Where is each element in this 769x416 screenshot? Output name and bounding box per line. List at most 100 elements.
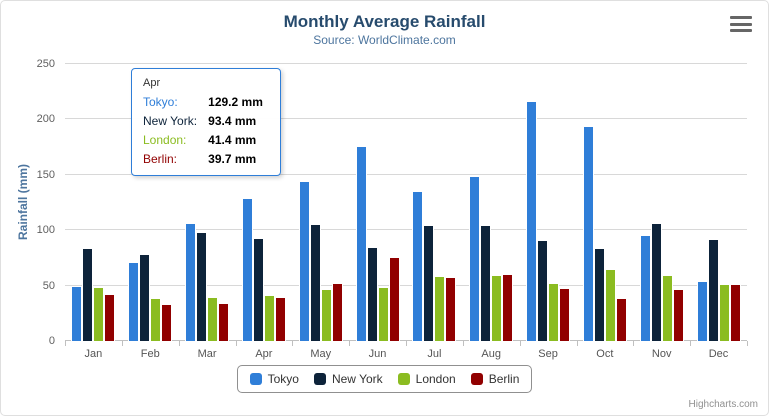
bar-london-aug[interactable] [491, 274, 503, 341]
bar-berlin-mar[interactable] [218, 302, 230, 341]
bar-london-jun[interactable] [377, 287, 389, 341]
legend-item-london[interactable]: London [397, 372, 456, 386]
x-axis-tick [65, 341, 66, 346]
y-axis-label-50: 50 [42, 279, 55, 292]
bar-tokyo-jan[interactable] [71, 285, 83, 341]
x-axis-label-feb: Feb [140, 348, 160, 360]
bar-london-may[interactable] [320, 288, 332, 341]
bar-london-nov[interactable] [661, 275, 673, 341]
bar-tokyo-jul[interactable] [412, 190, 424, 341]
tooltip-series-value: 93.4 mm [208, 114, 257, 128]
x-axis-label-dec: Dec [708, 348, 729, 360]
gridline-250 [65, 63, 747, 64]
bar-tokyo-oct[interactable] [582, 125, 594, 341]
legend-swatch [470, 373, 483, 385]
gridline-100 [65, 229, 747, 231]
legend-label: Tokyo [267, 372, 299, 386]
highcharts-credit-link[interactable]: Highcharts.com [688, 399, 758, 410]
bar-group-apr [235, 64, 292, 341]
legend-wrap: Tokyo New York London Berlin [1, 365, 768, 393]
bar-tokyo-may[interactable] [298, 181, 310, 341]
bar-berlin-jul[interactable] [445, 277, 457, 341]
bar-berlin-aug[interactable] [502, 274, 514, 341]
bar-new-york-feb[interactable] [139, 253, 151, 341]
gridline-150 [65, 173, 747, 175]
x-axis-ticks [65, 341, 748, 346]
x-axis-line [65, 340, 747, 341]
bar-group-jan [65, 64, 122, 341]
bar-london-apr[interactable] [263, 295, 275, 341]
bar-group-sep [520, 64, 577, 341]
bar-new-york-aug[interactable] [480, 225, 492, 341]
export-menu-button[interactable] [730, 16, 752, 32]
tooltip-series-value: 41.4 mm [208, 133, 257, 147]
x-axis-label-may: May [310, 348, 332, 360]
bar-london-mar[interactable] [207, 297, 219, 341]
bar-new-york-mar[interactable] [196, 231, 208, 341]
bar-new-york-jun[interactable] [366, 247, 378, 341]
x-axis-label-sep: Sep [538, 348, 558, 360]
x-axis-tick [121, 341, 123, 346]
bar-tokyo-feb[interactable] [128, 261, 140, 341]
y-axis-label-250: 250 [36, 58, 55, 70]
x-axis-label-jan: Jan [84, 348, 103, 360]
bar-berlin-sep[interactable] [559, 288, 571, 341]
x-axis-tick [633, 341, 635, 346]
legend-swatch [397, 373, 410, 385]
x-axis-tick [519, 341, 521, 346]
bar-berlin-jun[interactable] [388, 257, 400, 341]
bar-london-jan[interactable] [93, 286, 105, 341]
bar-new-york-jan[interactable] [82, 248, 94, 341]
bar-new-york-dec[interactable] [707, 238, 719, 341]
tooltip-series-label: Tokyo: [143, 95, 178, 109]
bar-london-jul[interactable] [434, 275, 446, 341]
bar-new-york-may[interactable] [309, 223, 321, 341]
x-axis-tick [235, 341, 237, 346]
bar-berlin-oct[interactable] [615, 297, 627, 341]
bar-new-york-apr[interactable] [252, 237, 264, 341]
hamburger-icon [730, 16, 752, 19]
bar-london-sep[interactable] [548, 282, 560, 341]
bar-berlin-apr[interactable] [274, 297, 286, 341]
y-axis-label-200: 200 [36, 113, 55, 126]
legend-item-berlin[interactable]: Berlin [470, 372, 520, 386]
bar-tokyo-dec[interactable] [696, 280, 708, 341]
bar-tokyo-mar[interactable] [185, 223, 197, 341]
bar-tokyo-apr[interactable] [241, 197, 253, 341]
legend-swatch [313, 373, 326, 385]
bar-london-feb[interactable] [150, 298, 162, 341]
bar-new-york-jul[interactable] [423, 224, 435, 341]
gridline-50 [65, 284, 747, 286]
y-axis-label-100: 100 [36, 224, 55, 237]
bar-london-oct[interactable] [604, 268, 616, 341]
x-axis-tick [747, 341, 748, 346]
chart-title: Monthly Average Rainfall [283, 12, 486, 31]
legend-label: Berlin [488, 372, 520, 386]
legend-item-tokyo[interactable]: Tokyo [249, 372, 299, 386]
bar-tokyo-aug[interactable] [469, 176, 481, 341]
bar-london-dec[interactable] [718, 284, 730, 341]
bar-berlin-jan[interactable] [104, 294, 116, 341]
bar-berlin-nov[interactable] [672, 289, 684, 341]
bar-new-york-sep[interactable] [537, 239, 549, 341]
bar-group-mar [179, 64, 236, 341]
bar-tokyo-jun[interactable] [355, 146, 367, 341]
bar-new-york-nov[interactable] [650, 222, 662, 341]
y-axis-label-150: 150 [36, 168, 55, 181]
bar-berlin-feb[interactable] [161, 304, 173, 341]
bar-new-york-oct[interactable] [593, 248, 605, 341]
x-axis-label-oct: Oct [596, 348, 614, 360]
gridline-200 [65, 118, 747, 120]
x-axis-tick [690, 341, 692, 346]
tooltip-series-value: 129.2 mm [208, 95, 263, 109]
bar-tokyo-sep[interactable] [526, 101, 538, 341]
tooltip-series-value: 39.7 mm [208, 152, 257, 166]
bar-group-feb [122, 64, 179, 341]
bar-tokyo-nov[interactable] [639, 235, 651, 341]
bar-berlin-dec[interactable] [729, 284, 741, 341]
x-axis-tick [292, 341, 294, 346]
legend-item-new-york[interactable]: New York [313, 372, 383, 386]
bar-group-jul [406, 64, 463, 341]
bar-berlin-may[interactable] [331, 282, 343, 341]
